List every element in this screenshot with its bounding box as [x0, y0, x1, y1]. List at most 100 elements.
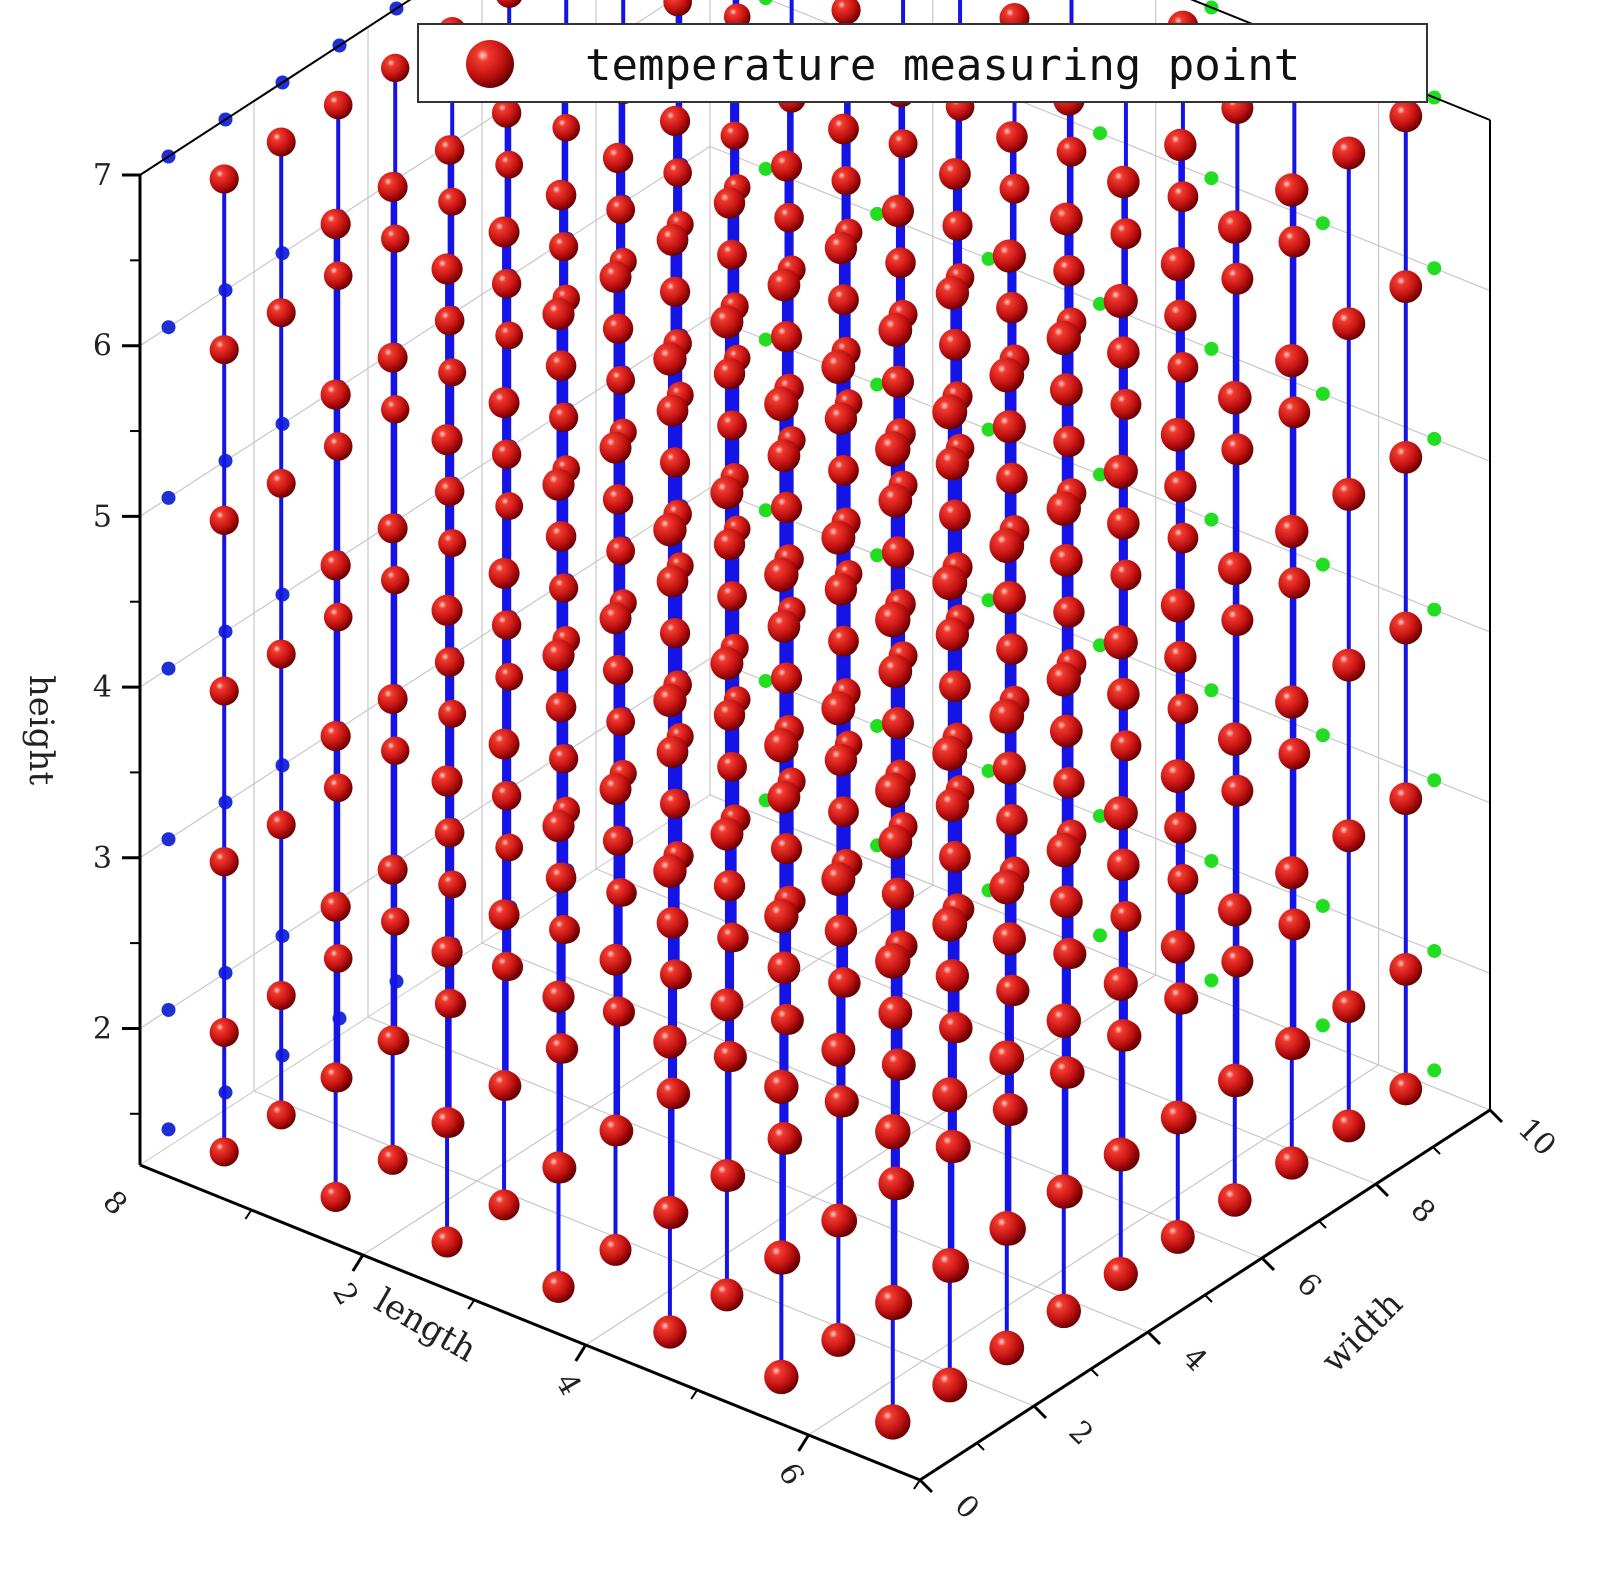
- y-minor-tick: [1318, 1220, 1327, 1229]
- measuring-point: [932, 394, 968, 430]
- measuring-point: [1389, 440, 1423, 474]
- projection-dot-width-wall: [870, 548, 885, 563]
- measuring-point: [828, 967, 859, 998]
- projection-dot-width-wall: [1093, 928, 1107, 943]
- z-tick-label-4: 4: [93, 670, 112, 705]
- measuring-point: [767, 780, 801, 814]
- measuring-point: [828, 284, 859, 316]
- measuring-point: [434, 647, 465, 677]
- measuring-point: [266, 980, 296, 1010]
- measuring-point: [989, 869, 1025, 905]
- measuring-point: [431, 253, 463, 285]
- measuring-point: [495, 833, 524, 862]
- measuring-point: [1046, 832, 1081, 868]
- measuring-point: [1107, 165, 1140, 199]
- measuring-point: [1389, 99, 1423, 133]
- measuring-point: [831, 0, 861, 25]
- y-tick-4: [1146, 1330, 1162, 1346]
- projection-dot-width-wall: [870, 206, 885, 221]
- projection-dot-width-wall: [1315, 1018, 1330, 1033]
- measuring-point: [1103, 1256, 1138, 1292]
- measuring-point: [545, 862, 577, 894]
- measuring-point: [266, 127, 296, 157]
- measuring-point: [431, 1106, 463, 1139]
- measuring-point: [381, 395, 410, 424]
- measuring-point: [1046, 491, 1081, 526]
- projection-dot-length-wall: [161, 832, 176, 847]
- measuring-point: [939, 158, 971, 190]
- projection-dot-width-wall: [1093, 638, 1107, 653]
- axis-corner-label: 8: [96, 1184, 134, 1222]
- measuring-point: [653, 854, 687, 888]
- axes: [122, 0, 1504, 1494]
- measuring-point: [266, 810, 296, 840]
- measuring-point: [1053, 254, 1085, 287]
- measuring-point: [1164, 982, 1197, 1015]
- measuring-point: [659, 447, 691, 478]
- y-tick-0: [918, 1478, 934, 1494]
- top-edge-a: [139, 0, 412, 176]
- measuring-point: [881, 536, 915, 569]
- measuring-point: [438, 187, 467, 216]
- measuring-point: [1049, 714, 1083, 748]
- measuring-point: [875, 772, 911, 809]
- measuring-point: [1332, 989, 1366, 1023]
- projection-dot-width-wall: [1427, 261, 1442, 276]
- measuring-point: [1221, 604, 1254, 637]
- measuring-point: [713, 187, 746, 219]
- measuring-point: [542, 809, 575, 843]
- measuring-point: [606, 878, 636, 907]
- measuring-point: [996, 462, 1028, 495]
- measuring-point: [942, 210, 973, 241]
- measuring-point: [1217, 210, 1252, 244]
- measuring-point: [710, 305, 744, 339]
- measuring-point: [431, 424, 463, 456]
- measuring-point: [1332, 307, 1366, 341]
- measuring-point: [1167, 864, 1199, 895]
- measuring-point: [1103, 795, 1138, 831]
- measuring-point: [1164, 128, 1197, 162]
- z-tick-label-5: 5: [93, 499, 112, 534]
- measuring-point: [659, 788, 691, 819]
- measuring-point: [989, 357, 1025, 393]
- measuring-point: [935, 617, 970, 652]
- projection-dot-width-wall: [870, 377, 885, 392]
- x-minor-tick: [467, 1299, 476, 1310]
- measuring-point: [821, 862, 856, 897]
- measuring-point: [542, 1270, 575, 1304]
- measuring-point: [545, 691, 577, 723]
- measuring-point: [488, 1069, 520, 1101]
- projection-dot-length-wall: [161, 661, 176, 676]
- measuring-point: [935, 446, 970, 481]
- measuring-point: [767, 951, 801, 985]
- measuring-point: [431, 1226, 463, 1258]
- measuring-point: [381, 224, 410, 253]
- measuring-point: [878, 1166, 913, 1201]
- measuring-point: [1160, 759, 1195, 794]
- measuring-point: [545, 521, 577, 552]
- measuring-point: [992, 239, 1026, 273]
- measuring-point: [992, 922, 1026, 956]
- measuring-point: [710, 646, 744, 680]
- measuring-point: [764, 1359, 799, 1395]
- projection-dot-width-wall: [1427, 602, 1442, 617]
- projection-dot-width-wall: [1315, 216, 1330, 231]
- measuring-point: [1107, 336, 1140, 369]
- x-tick-label-4: 4: [548, 1367, 588, 1401]
- measuring-point: [989, 698, 1025, 734]
- measuring-point: [1167, 522, 1199, 554]
- measuring-point: [770, 833, 803, 865]
- x-tick-6: [797, 1434, 810, 1452]
- measuring-point: [266, 639, 296, 669]
- measuring-point: [381, 565, 410, 595]
- measuring-point: [764, 898, 799, 934]
- measuring-point: [488, 387, 520, 419]
- projection-dot-width-wall: [1427, 1063, 1442, 1078]
- measuring-point: [659, 959, 691, 990]
- projection-dot-length-wall: [161, 490, 176, 505]
- measuring-point: [831, 166, 861, 196]
- measuring-point: [1049, 373, 1083, 407]
- measuring-point: [1046, 1293, 1081, 1329]
- measuring-point: [606, 536, 636, 566]
- measuring-point: [878, 313, 913, 347]
